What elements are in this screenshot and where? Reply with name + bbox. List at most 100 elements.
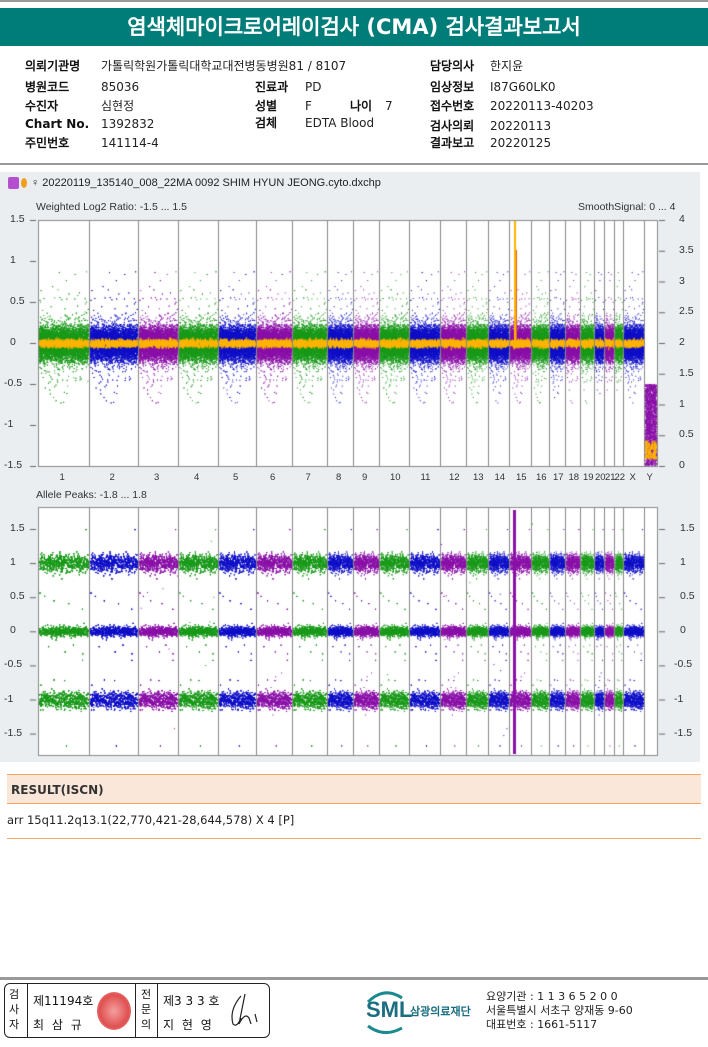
chromosome-label: 18 <box>568 472 580 483</box>
dept-value: PD <box>305 80 322 94</box>
signature <box>231 993 258 1026</box>
label: 나이 <box>350 99 373 113</box>
allele-tick-right: 0 <box>680 624 686 637</box>
allele-tick-right: 1.5 <box>680 522 695 534</box>
request-row: 검사의뢰 20220113 <box>430 117 551 134</box>
label: 검사의뢰 <box>430 119 475 133</box>
label: 성별 <box>255 99 278 113</box>
y-tick-right: 3.5 <box>679 243 694 256</box>
cma-plot-panel <box>0 172 700 762</box>
allele-tick-right: 0.5 <box>680 590 695 603</box>
chromosome-label: 21 <box>605 472 616 483</box>
plot-filename: ♀ 20220119_135140_008_22MA 0092 SHIM HYU… <box>31 177 381 189</box>
chromosome-label: 19 <box>583 472 594 483</box>
chromosome-label: 3 <box>154 472 160 483</box>
examiner-name: 최 삼 규 <box>33 1018 84 1032</box>
y-tick-left: 1 <box>10 254 16 266</box>
chromosome-label: 13 <box>473 472 484 483</box>
label: 결과보고 <box>430 136 475 150</box>
id-value: 141114-4 <box>101 136 159 150</box>
chromosome-label: 9 <box>362 472 368 483</box>
footer-divider <box>0 977 708 980</box>
sex-value: F <box>305 99 312 113</box>
chromosome-label: 5 <box>233 472 239 483</box>
receipt-value: 20220113-40203 <box>490 99 594 113</box>
examiner-label: 검사자 <box>8 988 20 1031</box>
y-tick-left: -1 <box>4 418 14 430</box>
chromosome-label: 14 <box>494 472 506 483</box>
y-tick-left: -0.5 <box>4 377 23 389</box>
allele-tick-left: 1 <box>10 556 16 569</box>
allele-tick-right: -0.5 <box>674 658 693 671</box>
chromosome-label: 15 <box>516 472 527 483</box>
allele-peaks-label: Allele Peaks: -1.8 ... 1.8 <box>36 489 147 501</box>
plot-file-header: ♀ 20220119_135140_008_22MA 0092 SHIM HYU… <box>8 177 381 190</box>
smooth-signal-label: SmoothSignal: 0 ... 4 <box>578 201 676 213</box>
report-date-value: 20220125 <box>490 136 552 150</box>
y-tick-right: 1 <box>679 397 685 410</box>
y-tick-right: 3 <box>679 274 685 287</box>
seal-stamp <box>97 992 131 1030</box>
chart-value: 1392832 <box>101 117 155 131</box>
label: 수진자 <box>25 99 59 113</box>
allele-tick-right: -1.5 <box>674 726 693 739</box>
allele-tick-left: -1 <box>4 692 14 705</box>
y-tick-right: 1.5 <box>679 366 694 379</box>
chromosome-label: X <box>629 472 636 483</box>
y-tick-left: 1.5 <box>10 213 25 225</box>
allele-tick-left: -1.5 <box>4 726 23 739</box>
hospital-code-row: 병원코드 85036 <box>25 78 139 95</box>
chromosome-label: 1 <box>59 472 65 483</box>
label: 임상정보 <box>430 80 475 94</box>
examiner-license: 제11194호 <box>33 994 94 1008</box>
result-divider <box>7 838 701 839</box>
org-address: 요양기관 : 1 1 3 6 5 2 0 0 서울특별시 서초구 양재동 9-60… <box>486 990 633 1032</box>
specimen-value: EDTA Blood <box>305 116 375 130</box>
request-value: 20220113 <box>490 119 552 133</box>
karyotype-icon <box>8 177 19 190</box>
y-tick-right: 0 <box>679 459 685 471</box>
signature-box: 검사자 제11194호 최 삼 규 전문의 제3 3 3 호 지 현 영 <box>4 983 270 1038</box>
institution-value: 가톨릭학원가톨릭대학교대전병동병원81 / 8107 <box>101 59 347 73</box>
chart-row: Chart No. 1392832 <box>25 117 154 131</box>
section-divider <box>0 163 708 165</box>
label: Chart No. <box>25 117 90 131</box>
chromosome-label: 8 <box>336 472 342 483</box>
log2-ratio-label: Weighted Log2 Ratio: -1.5 ... 1.5 <box>36 201 187 213</box>
org-phone: 대표번호 : 1661-5117 <box>486 1018 598 1031</box>
age-value: 7 <box>385 99 393 113</box>
hospital-code-value: 85036 <box>101 80 140 94</box>
sml-logo-arc <box>366 991 403 1034</box>
marker-icon <box>21 178 27 189</box>
doctor-value: 한지윤 <box>490 59 524 73</box>
doctor-row: 담당의사 한지윤 <box>430 57 523 74</box>
label: 접수번호 <box>430 99 475 113</box>
institution-row: 의뢰기관명 가톨릭학원가톨릭대학교대전병동병원81 / 8107 <box>25 57 346 74</box>
id-row: 주민번호 141114-4 <box>25 134 159 151</box>
chromosome-label: 2 <box>109 472 115 483</box>
result-header: RESULT(ISCN) <box>7 774 701 804</box>
allele-tick-right: 1 <box>680 556 686 569</box>
allele-tick-left: 0 <box>10 624 16 637</box>
specimen-row: 검체 EDTA Blood <box>255 114 374 131</box>
org-code: 요양기관 : 1 1 3 6 5 2 0 0 <box>486 990 618 1003</box>
sex-row: 성별 F 나이 7 <box>255 97 393 114</box>
y-tick-right: 2.5 <box>679 305 694 318</box>
y-tick-left: 0 <box>10 336 16 348</box>
allele-tick-left: 0.5 <box>10 590 25 603</box>
chromosome-label: 12 <box>449 472 460 483</box>
label: 주민번호 <box>25 136 70 150</box>
report-date-row: 결과보고 20220125 <box>430 134 551 151</box>
org-addr: 서울특별시 서초구 양재동 9-60 <box>486 1004 633 1017</box>
top-divider <box>0 0 708 2</box>
y-tick-left: 0.5 <box>10 295 25 307</box>
specialist-license: 제3 3 3 호 <box>163 994 220 1008</box>
chromosome-label: 4 <box>194 472 200 483</box>
y-tick-left: -1.5 <box>4 459 23 471</box>
org-name: 삼광의료재단 <box>410 1005 471 1018</box>
receipt-row: 접수번호 20220113-40203 <box>430 97 594 114</box>
label: 담당의사 <box>430 59 475 73</box>
label: 진료과 <box>255 80 289 94</box>
chromosome-label: 20 <box>595 472 606 483</box>
chromosome-label: 6 <box>270 472 276 483</box>
